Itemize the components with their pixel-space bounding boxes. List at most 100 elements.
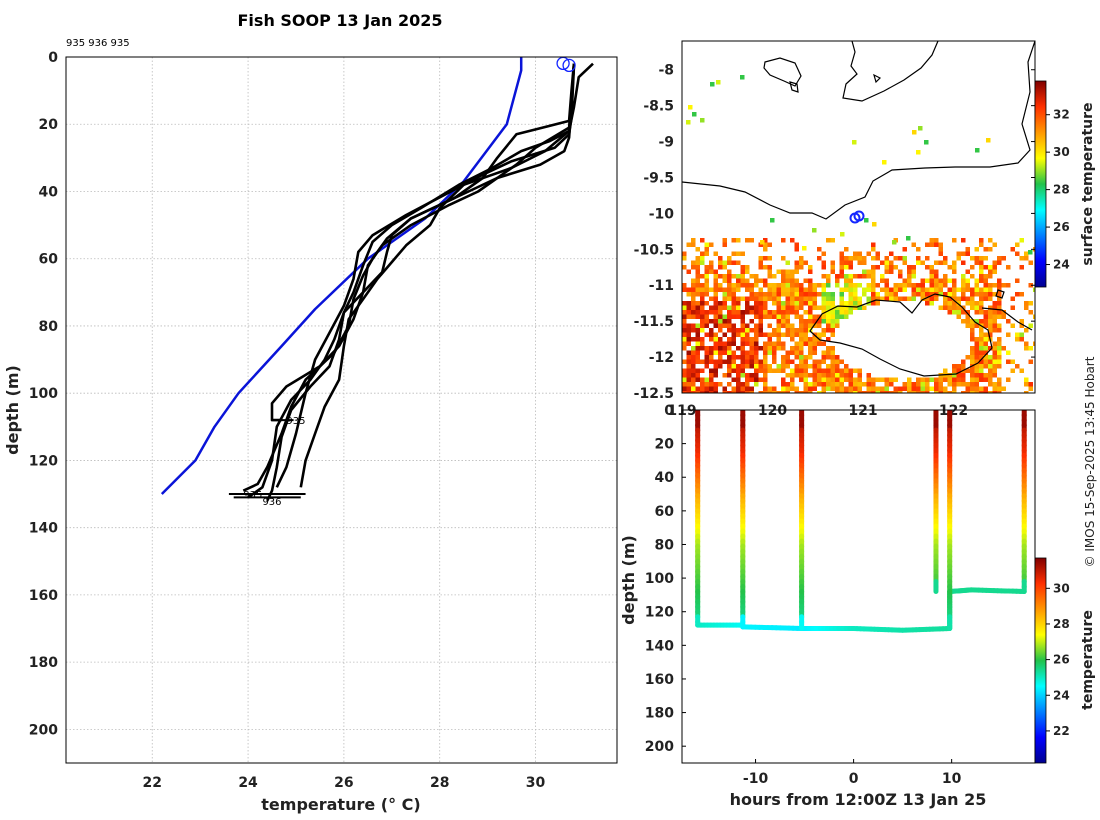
sst-cell [952,265,957,270]
sst-cell [830,377,835,382]
sst-cell [952,287,957,292]
sst-cell [713,278,718,283]
profile-xtick-24: 24 [238,775,258,791]
sst-cell [979,274,984,279]
sst-cell [929,386,934,391]
sst-cell [916,283,921,288]
sst-cell [992,382,997,387]
sst-cell [727,260,732,265]
sst-cell [776,346,781,351]
sst-cell [916,287,921,292]
sst-cell [781,287,786,292]
sst-cell [1024,328,1029,333]
sst-cell [839,391,844,393]
sst-cell [992,301,997,306]
sst-cell [713,346,718,351]
sst-cell [970,292,975,297]
sst-cell [979,310,984,315]
sst-cell [920,287,925,292]
sst-cell [916,391,921,393]
sst-cell [970,319,975,324]
sst-cell [884,265,889,270]
sst-cell [853,301,858,306]
sst-cell [979,364,984,369]
sst-cell [1006,319,1011,324]
sst-cell [979,346,984,351]
sst-cell [902,283,907,288]
sst-cell [952,310,957,315]
sst-cell [808,314,813,319]
sst-cell [745,323,750,328]
section-xtick-10: 10 [942,771,962,787]
sst-cell [911,269,916,274]
sst-cell [1019,368,1024,373]
sst-cell [925,278,930,283]
sst-cell [767,274,772,279]
sst-cell [790,269,795,274]
sst-cell [767,337,772,342]
sst-cell [821,292,826,297]
map-ytick--11.5: -11.5 [634,314,674,330]
sst-cell [826,368,831,373]
sst-cell [853,368,858,373]
map-sst-cells [682,75,1035,393]
sst-cell [754,346,759,351]
sst-cell [898,296,903,301]
section-axes-frame [681,409,1036,764]
sst-cell [871,283,876,288]
sst-cell [682,305,687,310]
sst-cell [754,350,759,355]
sst-cell [767,386,772,391]
profile-series [160,57,594,502]
sst-cell [754,373,759,378]
profile-axes-frame [65,56,618,764]
sst-cell [776,305,781,310]
sst-cell [704,382,709,387]
sst-cell [812,359,817,364]
sst-cell [799,292,804,297]
sst-cell [781,283,786,288]
sst-cell [763,278,768,283]
profile-ytick-0: 0 [48,50,58,66]
sst-cell-north [1028,250,1033,255]
sst-cell [776,328,781,333]
map-cbar-tick-26: 26 [1053,220,1070,234]
sst-cell [857,368,862,373]
sst-cell [785,319,790,324]
sst-cell [997,278,1002,283]
sst-cell [916,247,921,252]
sst-cell [988,373,993,378]
sst-cell [745,364,750,369]
sst-cell [682,287,687,292]
sst-cell [952,373,957,378]
sst-cell [979,355,984,360]
sst-cell [799,265,804,270]
sst-cell [817,283,822,288]
sst-cell [830,292,835,297]
sst-cell [682,265,687,270]
sst-cell [988,355,993,360]
sst-cell [700,359,705,364]
sst-cell [763,242,768,247]
sst-cell [965,251,970,256]
sst-cell [776,292,781,297]
sst-cell [781,256,786,261]
sst-cell [776,296,781,301]
sst-cell [826,328,831,333]
sst-cell [713,359,718,364]
sst-cell [790,274,795,279]
sst-cell [749,328,754,333]
sst-cell [704,377,709,382]
sst-cell [871,265,876,270]
profile-line-profile-6 [299,62,594,488]
sst-cell [992,310,997,315]
sst-cell [686,350,691,355]
sst-cell [817,359,822,364]
sst-cell [686,337,691,342]
sst-cell [686,359,691,364]
sst-cell [754,359,759,364]
sst-cell [992,359,997,364]
sst-cell [979,332,984,337]
sst-cell [803,355,808,360]
coastline-north-shore [682,41,1035,220]
